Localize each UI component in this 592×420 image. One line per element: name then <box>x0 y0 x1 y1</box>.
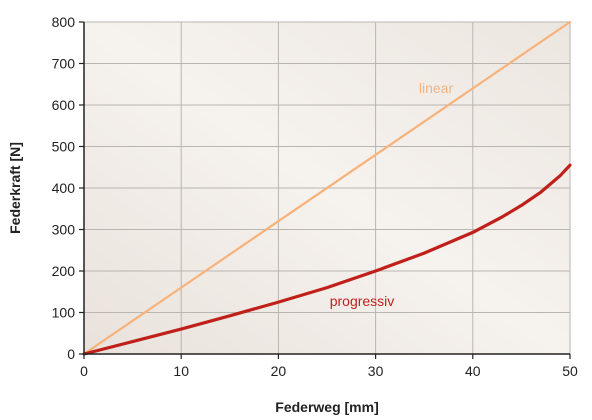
y-tick-label: 100 <box>52 305 76 321</box>
grid-lines <box>84 21 571 354</box>
y-tick-label: 300 <box>52 222 76 238</box>
x-tick-label: 40 <box>465 363 481 379</box>
y-axis-label: Federkraft [N] <box>7 142 23 234</box>
series-label-progressiv: progressiv <box>330 293 395 309</box>
y-tick-label: 0 <box>67 346 75 362</box>
x-tick-label: 0 <box>80 363 88 379</box>
x-tick-label: 20 <box>271 363 287 379</box>
series-label-linear: linear <box>419 80 454 96</box>
x-tick-label: 50 <box>562 363 578 379</box>
series-line-linear <box>82 20 572 356</box>
y-tick-label: 200 <box>52 263 76 279</box>
x-tick-label: 10 <box>173 363 189 379</box>
y-tick-label: 400 <box>52 180 76 196</box>
x-ticks: 0 10 20 30 40 50 <box>80 354 578 379</box>
y-ticks: 0 100 200 300 400 500 600 700 800 <box>52 14 84 362</box>
y-tick-label: 600 <box>52 97 76 113</box>
x-tick-label: 30 <box>368 363 384 379</box>
y-tick-label: 700 <box>52 56 76 72</box>
x-axis-label: Federweg [mm] <box>275 399 378 415</box>
y-tick-label: 800 <box>52 14 76 30</box>
y-tick-label: 500 <box>52 139 76 155</box>
series-line-progressiv <box>82 163 572 356</box>
series-layer <box>82 20 572 356</box>
